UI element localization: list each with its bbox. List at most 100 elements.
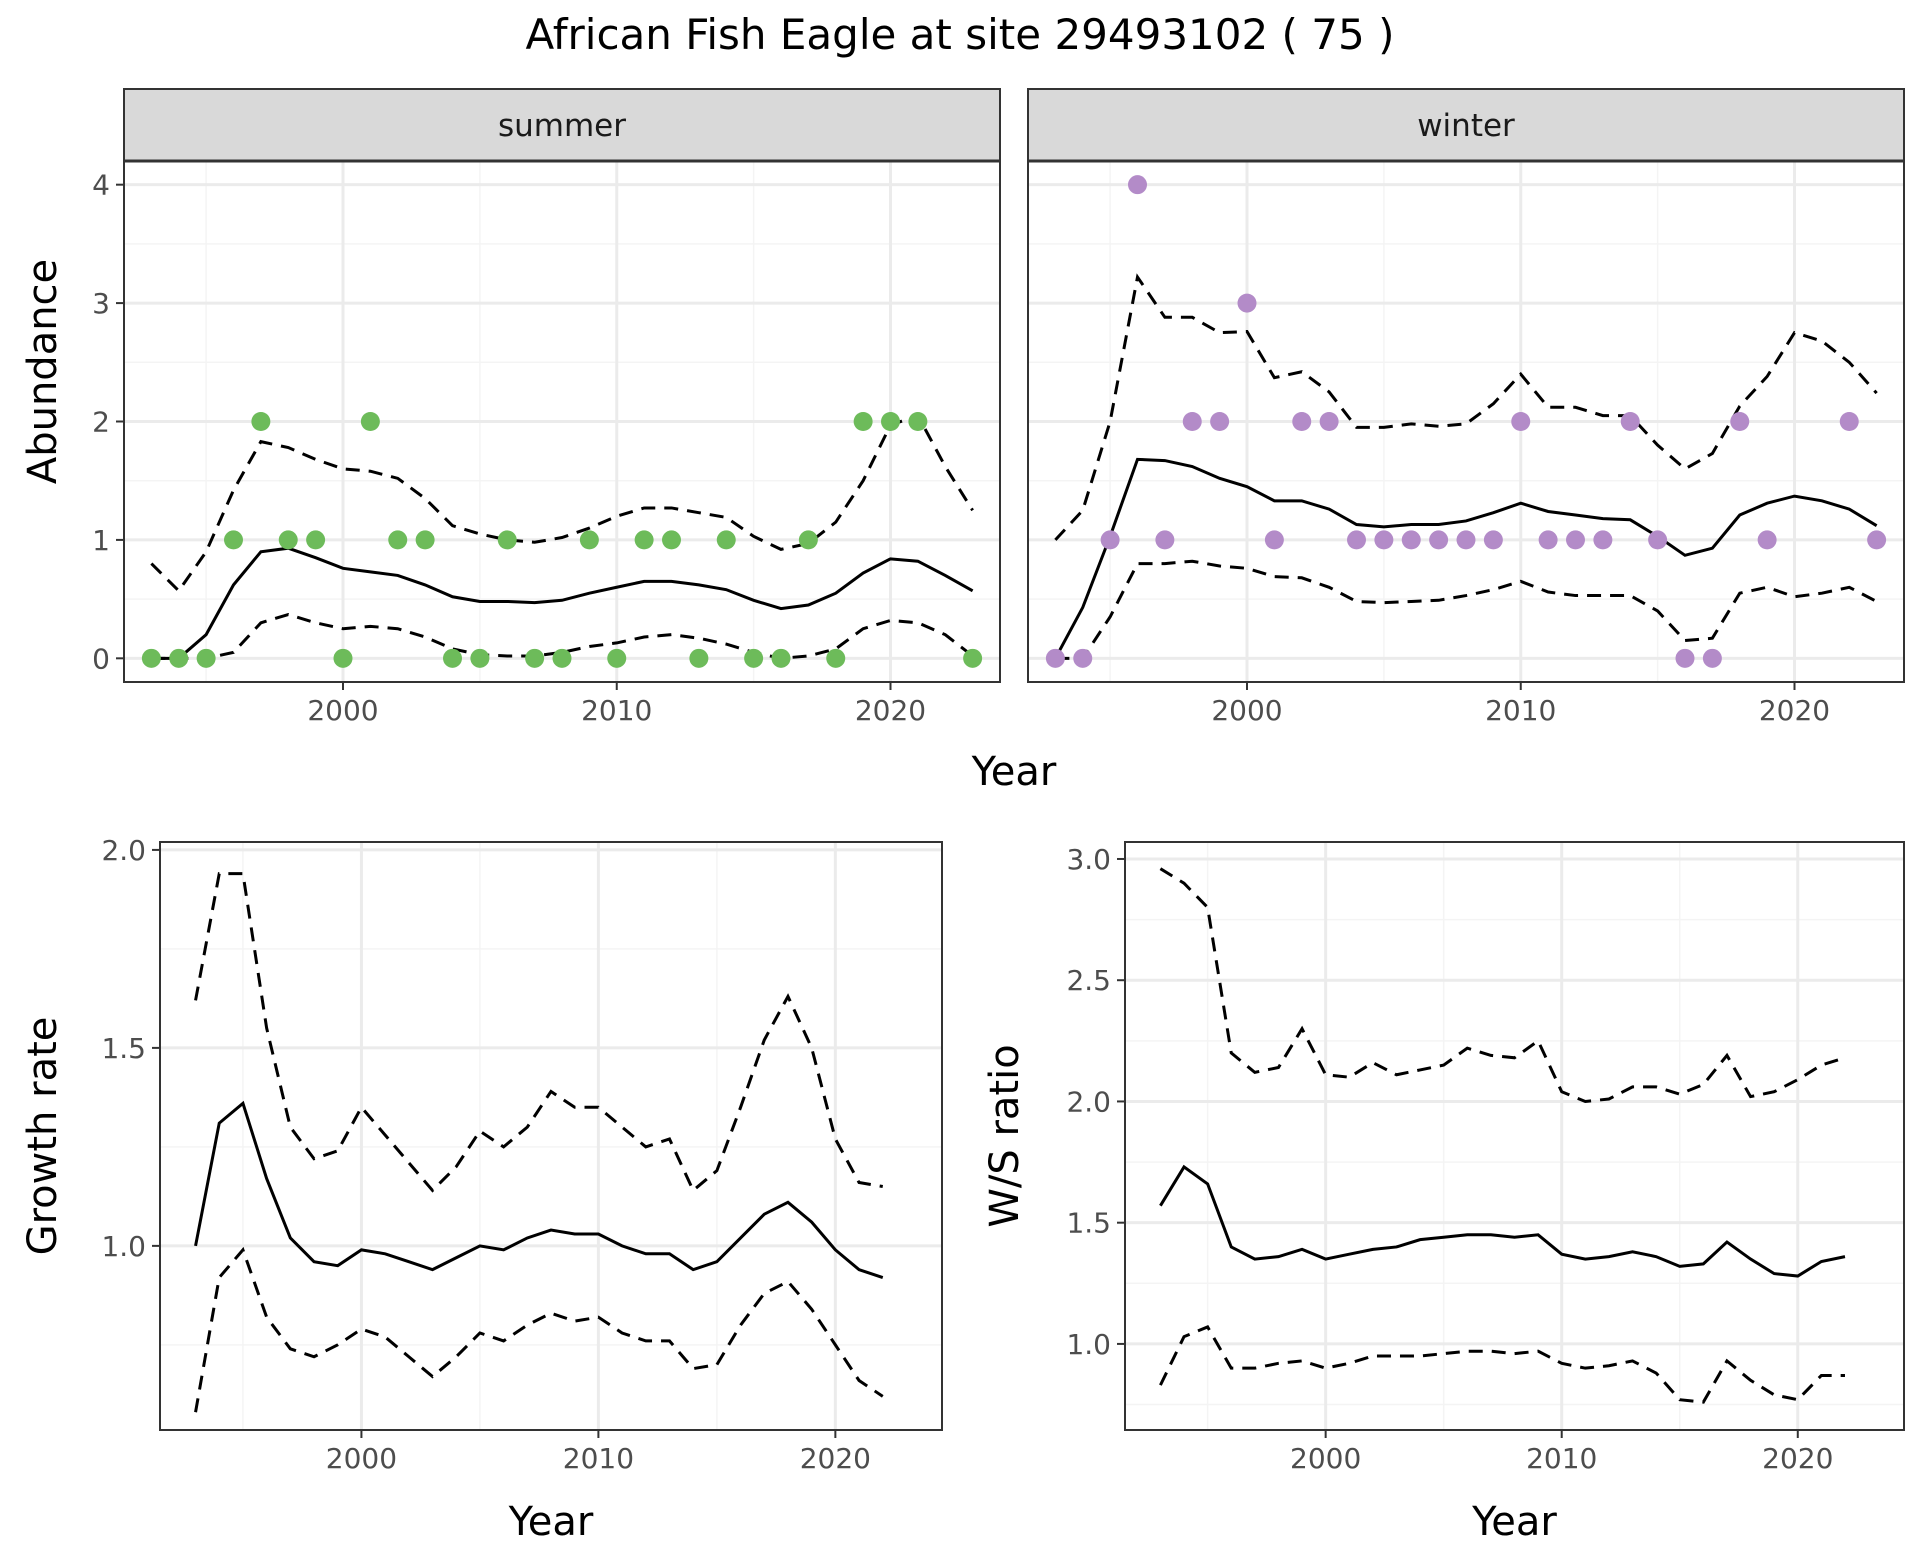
winter-point xyxy=(1566,530,1585,550)
winter-point xyxy=(1511,412,1531,431)
winter-point xyxy=(1264,530,1284,550)
x-tick-label: 2010 xyxy=(581,694,652,727)
summer-point xyxy=(826,648,846,668)
x-tick-label: 2010 xyxy=(1526,1442,1597,1475)
winter-point xyxy=(1620,412,1640,431)
summer-point xyxy=(579,530,599,550)
winter-point xyxy=(1155,530,1175,550)
summer-point xyxy=(744,648,764,668)
y-tick-label: 2.0 xyxy=(1066,1085,1111,1118)
summer-point xyxy=(196,648,216,668)
summer-upper-line xyxy=(150,413,974,594)
x-tick-label: 2020 xyxy=(800,1442,871,1475)
winter-point xyxy=(1401,530,1421,550)
growth-mean-line xyxy=(194,1100,884,1279)
chart-title: African Fish Eagle at site 29493102 ( 75… xyxy=(526,10,1395,59)
winter-point xyxy=(1839,412,1859,431)
summer-point xyxy=(689,648,709,668)
summer-point xyxy=(853,412,873,431)
y-tick-label: 1 xyxy=(92,524,110,557)
winter-point xyxy=(1757,530,1777,550)
winter-point xyxy=(1292,412,1312,431)
winter-point xyxy=(1045,648,1065,668)
summer-point xyxy=(443,648,462,668)
summer-abundance-panel: 2000 2010 2020 0 1 2 3 4 summer xyxy=(92,88,1001,727)
winter-upper-line xyxy=(1054,273,1878,541)
y-tick-label: 1.5 xyxy=(101,1032,146,1065)
growth-rate-panel: 2000 2010 2020 1.0 1.5 2.0 Year Growth rate xyxy=(20,834,943,1545)
summer-lower-line xyxy=(151,612,974,660)
summer-point xyxy=(771,648,791,668)
winter-point xyxy=(1210,412,1230,431)
summer-point xyxy=(470,648,490,668)
winter-point xyxy=(1237,293,1257,313)
x-tick-label: 2000 xyxy=(1290,1442,1361,1475)
y-tick-label: 4 xyxy=(92,169,110,202)
summer-point xyxy=(963,648,983,668)
winter-point xyxy=(1483,530,1503,550)
summer-point xyxy=(607,648,627,668)
winter-point xyxy=(1073,648,1093,668)
summer-point xyxy=(306,530,326,550)
summer-point xyxy=(525,648,545,668)
panel-background xyxy=(1125,842,1904,1430)
winter-point xyxy=(1128,175,1147,195)
ws-ratio-upper-line xyxy=(1159,867,1846,1103)
winter-strip-label: winter xyxy=(1417,108,1515,144)
y-tick-label: 1.0 xyxy=(1066,1328,1111,1361)
summer-point xyxy=(169,648,189,668)
summer-point xyxy=(798,530,818,550)
growth-lower-line xyxy=(194,1246,884,1413)
summer-point xyxy=(388,530,408,550)
ws-ratio-lower-line xyxy=(1159,1325,1845,1404)
winter-point xyxy=(1702,648,1722,668)
winter-point xyxy=(1319,412,1339,431)
summer-point xyxy=(251,412,271,431)
y-tick-label: 1.5 xyxy=(1066,1207,1111,1240)
winter-abundance-panel: 2000 2010 2020 winter xyxy=(1027,88,1905,727)
x-tick-label: 2000 xyxy=(307,694,378,727)
y-tick-label: 3 xyxy=(92,287,110,320)
ws-ratio-panel: 2000 2010 2020 1.0 1.5 2.0 2.5 3.0 Year W/S ratio xyxy=(982,841,1905,1545)
winter-mean-line xyxy=(1054,457,1878,660)
summer-point xyxy=(552,648,572,668)
summer-point xyxy=(881,412,900,431)
y-tick-label: 3.0 xyxy=(1066,843,1111,876)
ws-ratio-x-axis-title: Year xyxy=(1471,1499,1557,1545)
ws-ratio-y-axis-title: W/S ratio xyxy=(982,1044,1028,1227)
winter-point xyxy=(1100,530,1120,550)
y-tick-label: 2.5 xyxy=(1066,964,1111,997)
y-tick-label: 2.0 xyxy=(101,834,146,867)
winter-point xyxy=(1456,530,1476,550)
x-tick-label: 2000 xyxy=(1211,694,1282,727)
x-tick-label: 2010 xyxy=(563,1442,634,1475)
x-tick-label: 2020 xyxy=(1762,1442,1833,1475)
winter-point xyxy=(1374,530,1394,550)
shared-axis-labels: Year Abundance xyxy=(20,259,1057,795)
growth-upper-line xyxy=(194,872,884,1193)
winter-point xyxy=(1730,412,1750,431)
summer-point xyxy=(716,530,736,550)
summer-point xyxy=(333,648,353,668)
winter-point xyxy=(1675,648,1695,668)
summer-point xyxy=(662,530,681,550)
panel-border xyxy=(1124,841,1905,1431)
panel-background xyxy=(160,842,942,1430)
winter-point xyxy=(1538,530,1558,550)
growth-y-axis-title: Growth rate xyxy=(20,1017,66,1256)
ws-ratio-mean-line xyxy=(1159,1164,1846,1278)
summer-point xyxy=(497,530,517,550)
summer-point xyxy=(141,648,161,668)
winter-point xyxy=(1648,530,1668,550)
summer-point xyxy=(278,530,298,550)
x-tick-label: 2010 xyxy=(1485,694,1556,727)
winter-point xyxy=(1593,530,1613,550)
abundance-x-axis-title: Year xyxy=(971,749,1057,795)
summer-point xyxy=(415,530,435,550)
y-tick-label: 0 xyxy=(92,642,110,675)
summer-point xyxy=(908,412,928,431)
summer-point xyxy=(224,530,243,550)
x-tick-label: 2020 xyxy=(855,694,926,727)
winter-point xyxy=(1182,412,1202,431)
winter-point xyxy=(1867,530,1887,550)
